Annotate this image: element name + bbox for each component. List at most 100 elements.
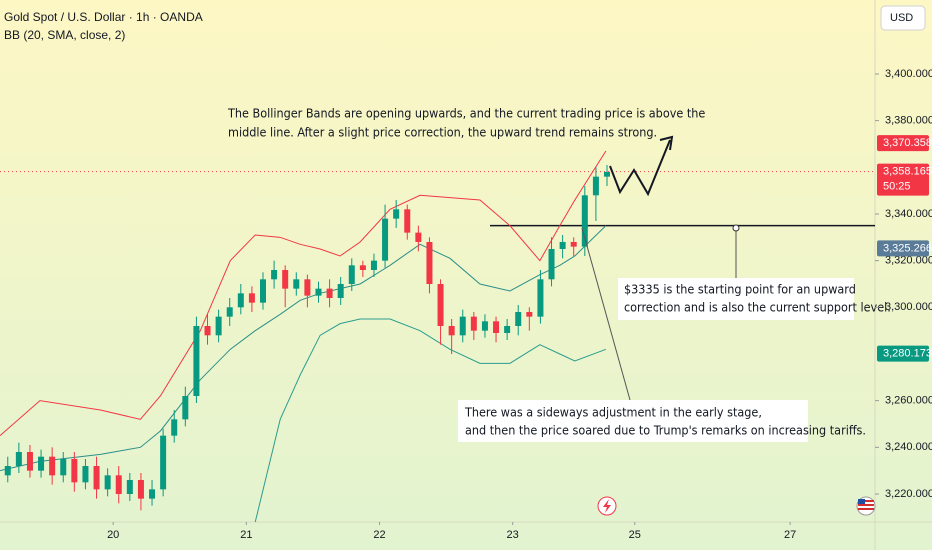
price-label xyxy=(877,345,929,362)
candle-body xyxy=(49,456,56,476)
candle-body xyxy=(182,395,189,420)
candle-body xyxy=(149,489,156,499)
y-tick-label: 3,240.000 xyxy=(885,441,932,453)
candle-body xyxy=(437,283,444,326)
candle-body xyxy=(115,475,122,494)
annotation-box xyxy=(618,278,854,320)
connector xyxy=(581,227,631,401)
chart-title: Gold Spot / U.S. Dollar · 1h · OANDA xyxy=(4,10,203,24)
y-tick-label: 3,220.000 xyxy=(885,488,932,500)
candle-body xyxy=(592,176,599,196)
y-tick-label: 3,400.000 xyxy=(885,68,932,80)
price-label xyxy=(877,163,929,196)
annotation-box xyxy=(458,400,808,442)
candle-body xyxy=(104,475,111,490)
candle-body xyxy=(315,288,322,296)
candle-body xyxy=(160,435,167,490)
candle-body xyxy=(304,279,311,296)
currency: USD xyxy=(890,12,913,24)
band-line xyxy=(0,150,607,437)
y-tick-label: 3,340.000 xyxy=(885,208,932,220)
candle-body xyxy=(26,451,33,471)
annotation: correction and is also the current suppo… xyxy=(624,300,891,315)
price-label-text: 3,325.266 xyxy=(883,242,932,254)
candle-body xyxy=(282,269,289,289)
price-label-text: 3,280.173 xyxy=(883,347,932,359)
annotation: The Bollinger Bands are opening upwards,… xyxy=(227,106,705,121)
candle-body xyxy=(171,419,178,436)
candle-body xyxy=(404,209,411,233)
x-tick-label: 22 xyxy=(373,529,385,541)
x-tick-label: 27 xyxy=(784,529,796,541)
candle-body xyxy=(293,279,300,289)
arrow-head xyxy=(659,135,674,151)
x-tick-label: 20 xyxy=(107,529,119,541)
annotation: middle line. After a slight price correc… xyxy=(228,125,657,140)
candle-body xyxy=(370,260,377,270)
candle-body xyxy=(393,209,400,219)
candle-body xyxy=(470,316,477,331)
candle-body xyxy=(570,241,577,247)
price-label xyxy=(877,240,929,257)
candle-body xyxy=(4,465,11,476)
candle-body xyxy=(459,316,466,336)
candle-body xyxy=(237,293,244,308)
candle-body xyxy=(493,321,500,333)
candle-body xyxy=(448,325,455,336)
candle-body xyxy=(548,248,555,280)
y-tick-label: 3,380.000 xyxy=(885,115,932,127)
plot xyxy=(0,150,875,523)
candle-body xyxy=(193,325,200,396)
x-tick-label: 25 xyxy=(629,529,641,541)
candle-body xyxy=(71,458,78,483)
candle-body xyxy=(537,279,544,317)
price-label-text: 3,358.165 xyxy=(883,165,932,177)
candle-body xyxy=(382,218,389,261)
x-tick-label: 21 xyxy=(240,529,252,541)
candle-body xyxy=(15,451,22,466)
candle-body xyxy=(326,288,333,298)
candle-body xyxy=(137,479,144,499)
candle-body xyxy=(515,311,522,326)
currency-button[interactable] xyxy=(880,5,926,31)
candle-body xyxy=(60,458,67,476)
price-label-text: 3,370.358 xyxy=(883,137,932,149)
candle-body xyxy=(337,283,344,298)
y-tick-label: 3,300.000 xyxy=(885,301,932,313)
y-tick-label: 3,320.000 xyxy=(885,255,932,267)
y-tick-label: 3,260.000 xyxy=(885,395,932,407)
candle-body xyxy=(559,241,566,249)
flag-canton xyxy=(858,499,865,504)
anchor xyxy=(732,224,740,232)
candle-body xyxy=(481,321,488,331)
candle-body xyxy=(38,456,45,471)
lightning xyxy=(603,499,611,513)
indicator-label: BB (20, SMA, close, 2) xyxy=(4,28,125,42)
candle-body xyxy=(82,465,89,483)
price-label xyxy=(877,135,929,152)
candle-body xyxy=(504,325,511,333)
candle-body xyxy=(126,479,133,494)
annotation: $3335 is the starting point for an upwar… xyxy=(624,282,856,297)
candle-body xyxy=(93,465,100,490)
candle-body xyxy=(215,316,222,336)
annotation: and then the price soared due to Trump's… xyxy=(465,423,866,438)
candle-body xyxy=(248,293,255,303)
candle-body xyxy=(226,307,233,317)
candle-body xyxy=(204,325,211,336)
candle-body xyxy=(415,232,422,242)
candle-body xyxy=(359,265,366,270)
forecast-arrow xyxy=(609,139,671,197)
annotation: There was a sideways adjustment in the e… xyxy=(464,405,762,420)
candle-body xyxy=(348,265,355,284)
x-tick-label: 23 xyxy=(507,529,519,541)
band-line xyxy=(254,318,607,523)
countdown: 50:25 xyxy=(883,180,911,192)
candle-body xyxy=(581,195,588,247)
candle-body xyxy=(426,241,433,284)
candle-body xyxy=(526,311,533,317)
candle-body xyxy=(271,269,278,280)
candle-body xyxy=(259,279,266,303)
